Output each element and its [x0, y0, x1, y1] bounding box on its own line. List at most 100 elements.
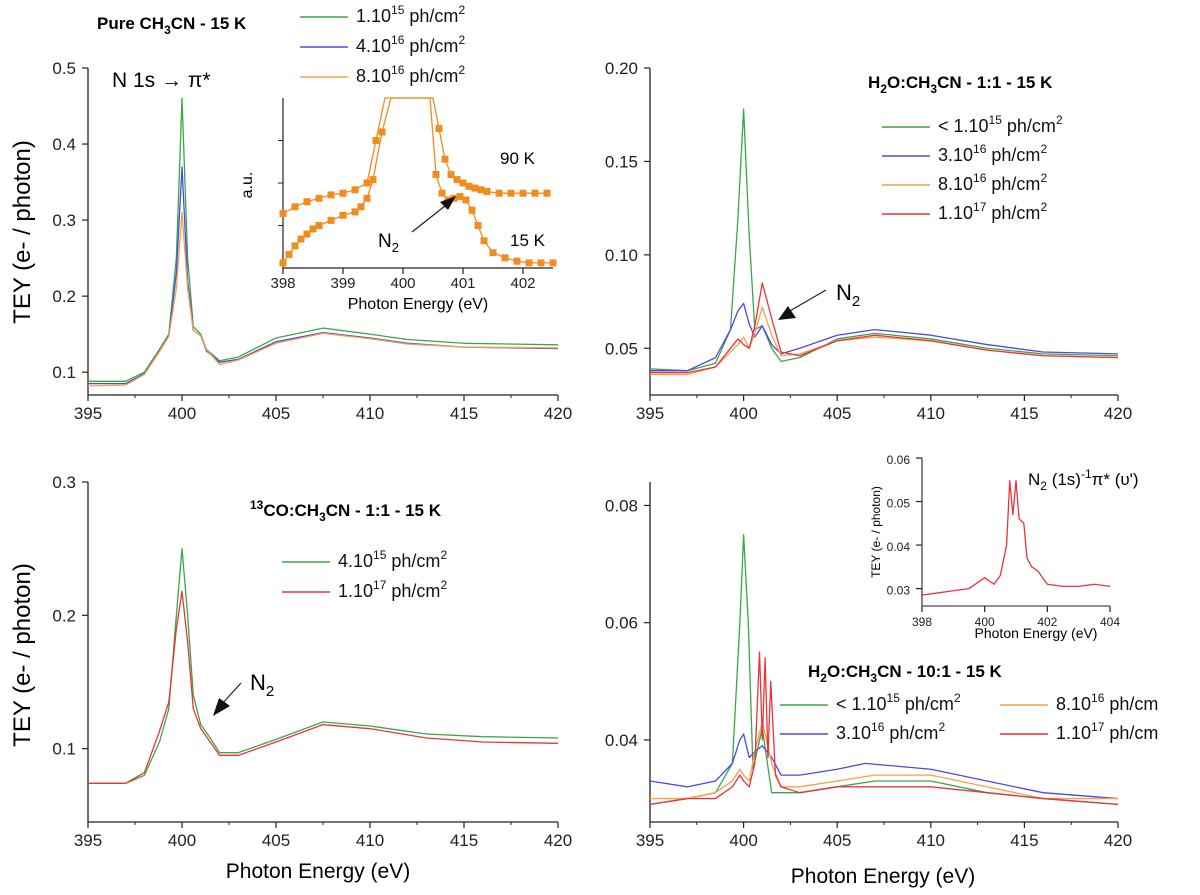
bl-ytick-label: 0.3 — [52, 473, 76, 492]
br-x-label: Photon Energy (eV) — [791, 865, 975, 888]
tl_inset-series-0-point — [372, 137, 380, 144]
tl_inset-series-0-point — [363, 179, 371, 187]
tl-ytick-label: 0.3 — [52, 211, 76, 230]
br-inset-title: N2 (1s)-1π* (υ') — [1028, 467, 1139, 493]
tl_inset-series-1-point — [279, 259, 287, 267]
tl-inset-n2-arrow-line — [411, 201, 451, 233]
br_inset-series-0 — [921, 479, 1111, 596]
tr-xtick-label: 405 — [823, 404, 851, 423]
br-legend-label: 3.1016 ph/cm2 — [836, 720, 945, 743]
tr-series-1 — [650, 302, 1119, 372]
tl-inset-n2-label: N2 — [378, 231, 399, 255]
tl-legend-entry: 4.1016 ph/cm2 — [300, 33, 465, 56]
tl-ytick-label: 0.4 — [52, 135, 76, 154]
br_inset-ytick-label: 0.03 — [887, 584, 911, 598]
bl-ytick-label: 0.1 — [52, 740, 76, 759]
br-series-3 — [649, 651, 1119, 806]
tr-n2-arrowhead — [778, 306, 796, 320]
br-panel-title: H2O:CH3CN - 10:1 - 15 K — [808, 662, 1003, 685]
tr-xtick-label: 415 — [1010, 404, 1038, 423]
tl-legend-label: 8.1016 ph/cm2 — [356, 63, 465, 86]
tl-inset-x-label: Photon Energy (eV) — [348, 296, 489, 313]
bl-series-0 — [88, 548, 559, 784]
tr-legend-label: 8.1016 ph/cm2 — [938, 171, 1047, 194]
tl_inset-series-1-point — [363, 194, 371, 202]
br-legend-entry: 3.1016 ph/cm2 — [780, 720, 945, 743]
tr-legend-entry: 3.1016 ph/cm2 — [882, 142, 1047, 165]
tl_inset-series-0-point — [291, 203, 299, 211]
br-xtick-label: 420 — [1104, 831, 1132, 850]
tr-legend-label: 1.1017 ph/cm2 — [938, 200, 1047, 223]
bl-panel-title: 13CO:CH3CN - 1:1 - 15 K — [250, 498, 442, 524]
tl_inset-series-1-point — [315, 222, 323, 229]
bl-series-1 — [88, 590, 559, 784]
tl-transition-label: N 1s → π* — [112, 69, 211, 92]
br_inset-xtick-label: 400 — [975, 615, 995, 629]
bl-xtick-label: 400 — [168, 831, 196, 850]
tl_inset-series-0-point — [465, 182, 473, 190]
panel-top-left: 395 400 405 410 415 420 0.1 0.2 0.3 0.4 0.5 — [52, 59, 572, 423]
panel-top-right: 395 400 405 410 415 420 0.05 0.10 0.15 0.20 — [605, 59, 1132, 423]
tr-ytick-label: 0.10 — [605, 246, 638, 265]
tl-legend-entry: 1.1015 ph/cm2 — [300, 3, 465, 26]
tl_inset-series-1-point — [339, 211, 347, 219]
panel-bottom-right: 395 400 405 410 415 420 0.04 0.06 0.08 — [605, 482, 1132, 850]
bl-legend-label: 4.1015 ph/cm2 — [338, 548, 447, 571]
br-xtick-label: 410 — [917, 831, 945, 850]
tr-legend-label: 3.1016 ph/cm2 — [938, 142, 1047, 165]
bl-xtick-label: 420 — [544, 831, 572, 850]
inset-top-left: 398 399 400 401 402 a.u. Photon Energy (eV) … — [239, 97, 557, 313]
tl_inset-series-0-point — [435, 125, 443, 133]
bl-legend-entry: 1.1017 ph/cm2 — [282, 578, 447, 601]
br-inset-y-label: TEY (e- / photon) — [869, 486, 883, 578]
tl_inset-series-1-point — [474, 222, 482, 229]
tl_inset-series-1-point — [456, 193, 464, 201]
bl-xtick-label: 410 — [356, 831, 384, 850]
tl_inset-series-1-point — [369, 176, 377, 184]
tl-y-label: TEY (e- / photon) — [9, 140, 36, 324]
tr-legend-entry: 8.1016 ph/cm2 — [882, 171, 1047, 194]
tl-series-2 — [87, 211, 559, 387]
tl-inset-15k-label: 15 K — [510, 231, 546, 250]
tl_inset-series-0-point — [543, 189, 551, 197]
br-ytick-label: 0.06 — [605, 614, 638, 633]
br-series-1 — [649, 733, 1119, 800]
tl-xtick-label: 395 — [74, 404, 102, 423]
bl-xtick-label: 415 — [450, 831, 478, 850]
tl-ytick-label: 0.2 — [52, 287, 76, 306]
tl_inset-series-1-point — [357, 203, 365, 211]
tl_inset-series-1-point — [291, 242, 299, 250]
tl_inset-series-0-point — [303, 198, 311, 206]
tl_inset-series-0-point — [495, 189, 503, 197]
tl_inset-series-1-point — [285, 250, 293, 258]
tl_inset-series-1-point — [462, 196, 470, 204]
tl_inset-xtick-label: 400 — [390, 275, 415, 292]
bl-n2-label: N2 — [250, 670, 274, 700]
tl_inset-series-1-point — [468, 206, 476, 214]
tl-series-0 — [88, 97, 559, 382]
tr-n2-arrow-line — [787, 289, 827, 313]
tl_inset-series-1-point — [513, 257, 521, 265]
tl_inset-series-0-point — [453, 176, 461, 184]
inset-bottom-right: 398 400 402 404 0.03 0.04 0.05 0.06 TEY (e- / p… — [869, 453, 1139, 641]
bl-n2-arrowhead — [213, 698, 230, 716]
bl-x-label: Photon Energy (eV) — [226, 860, 410, 883]
tl_inset-xtick-label: 399 — [330, 275, 355, 292]
tl-inset-n2-arrowhead — [440, 196, 456, 210]
br_inset-ytick-label: 0.05 — [887, 497, 911, 511]
tl_inset-xtick-label: 401 — [450, 275, 475, 292]
tr-legend-entry: 1.1017 ph/cm2 — [882, 200, 1047, 223]
tl_inset-series-1-point — [309, 225, 317, 233]
br-legend-label: 8.1016 ph/cm — [1056, 691, 1158, 714]
tr-panel-title: H2O:CH3CN - 1:1 - 15 K — [868, 73, 1053, 96]
tl_inset-series-0-point — [459, 179, 467, 187]
br-inset-x-label: Photon Energy (eV) — [975, 625, 1098, 641]
tr-n2-label: N2 — [836, 280, 860, 310]
tr-ytick-label: 0.20 — [605, 59, 638, 78]
tl-legend-label: 1.1015 ph/cm2 — [356, 3, 465, 26]
tl-panel-title: Pure CH3CN - 15 K — [97, 14, 247, 37]
tl-inset-90k-label: 90 K — [500, 149, 536, 168]
tr-series-3 — [650, 282, 1119, 374]
tl_inset-series-0-point — [531, 189, 539, 197]
